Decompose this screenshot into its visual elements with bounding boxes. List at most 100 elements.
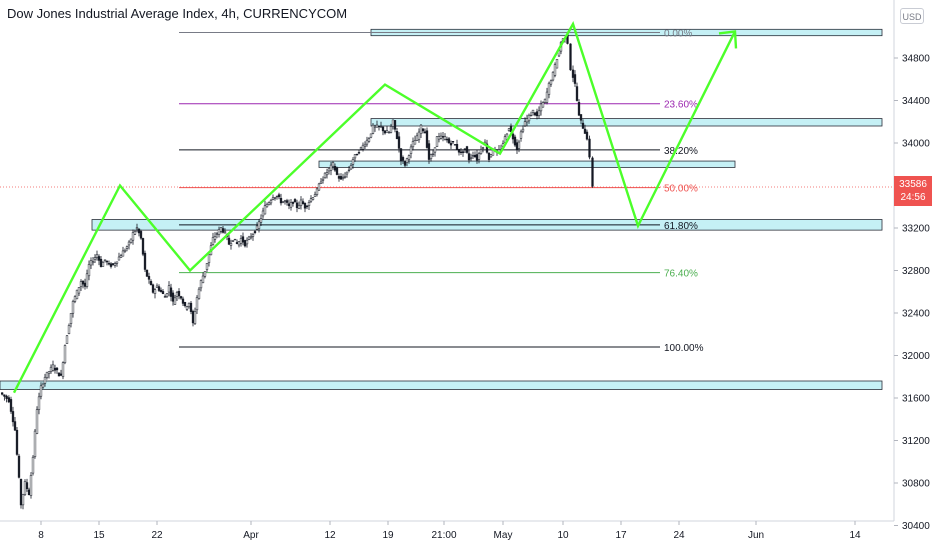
candle-body [461, 151, 465, 153]
price-axis: 3480034400340003360033200328003240032000… [894, 54, 930, 532]
candle-body [441, 136, 445, 138]
fib-level-label: 76.40% [664, 269, 698, 280]
candle-body [583, 128, 587, 134]
candle-body [147, 276, 151, 280]
candle-body [63, 345, 67, 363]
candle-body [125, 246, 129, 249]
candle-body [531, 109, 535, 113]
candle-body [487, 152, 491, 160]
candle-body [459, 151, 463, 153]
candle-body [289, 202, 293, 208]
time-axis: 8 15 22 Apr 12 19 21:00 May 10 17 24 Jun 14 [38, 521, 861, 541]
candle-body [383, 130, 387, 134]
candle-body [37, 396, 41, 410]
candle-body [449, 143, 453, 146]
currency-badge[interactable]: USD [900, 8, 924, 24]
candle-body [121, 250, 125, 257]
candle-body [155, 285, 159, 289]
candle-body [575, 86, 579, 101]
candle-body [511, 133, 515, 140]
sr-zone [318, 160, 736, 168]
candle-body [285, 200, 289, 203]
candle-body [91, 261, 95, 264]
candle-body [401, 157, 405, 161]
candle-body [321, 178, 325, 181]
candle-body [573, 74, 577, 84]
candle-body [425, 130, 429, 148]
candle-body [11, 411, 15, 423]
candle-body [15, 429, 19, 455]
candle-body [555, 59, 559, 69]
x-tick-label: 21:00 [431, 530, 456, 541]
candle-body [515, 142, 519, 150]
candle-body [421, 128, 425, 132]
x-tick-label: 14 [849, 530, 861, 541]
candle-body [513, 136, 517, 146]
candle-body [199, 280, 203, 289]
candle-body [215, 233, 219, 235]
candle-body [153, 289, 157, 294]
candle-body [203, 271, 207, 277]
x-tick-label: 12 [324, 530, 336, 541]
candle-body [519, 131, 523, 139]
candle-body [549, 80, 553, 85]
candle-body [41, 383, 45, 388]
candle-body [405, 158, 409, 163]
fib-level-label: 23.60% [664, 100, 698, 111]
candle-body [217, 229, 221, 235]
candle-body [437, 136, 441, 140]
candle-body [293, 199, 297, 203]
candle-body [145, 269, 149, 277]
candle-body [371, 124, 375, 134]
y-tick-label: 31200 [902, 436, 930, 447]
candle-body [367, 138, 371, 142]
candle-body [223, 231, 227, 234]
candle-body [463, 148, 467, 150]
candle-body [243, 240, 247, 247]
candle-body [479, 149, 483, 154]
candle-body [537, 110, 541, 117]
candle-body [191, 311, 195, 324]
candle-body [267, 202, 271, 205]
candle-body [477, 153, 481, 160]
candle-body [359, 146, 363, 150]
x-tick-label: 19 [382, 530, 394, 541]
candle-body [103, 259, 107, 261]
candle-body [221, 228, 225, 233]
candle-body [237, 241, 241, 246]
candle-body [403, 161, 407, 166]
y-tick-label: 30800 [902, 479, 930, 490]
sr-zone [0, 380, 883, 390]
candle-body [351, 159, 355, 165]
candle-body [399, 148, 403, 162]
candle-body [259, 217, 263, 223]
candle-body [263, 205, 267, 215]
y-tick-label: 32000 [902, 351, 930, 362]
candle-body [183, 302, 187, 307]
x-tick-label: 22 [151, 530, 163, 541]
candle-body [233, 238, 237, 241]
candle-body [427, 143, 431, 160]
candle-body [433, 147, 437, 153]
y-tick-label: 32800 [902, 266, 930, 277]
candle-body [541, 102, 545, 108]
candle-body [469, 157, 473, 159]
x-tick-label: 24 [673, 530, 685, 541]
candle-body [363, 144, 367, 147]
candle-body [0, 392, 4, 395]
candle-body [381, 126, 385, 132]
candle-body [25, 482, 29, 489]
support-resistance-zones [0, 28, 883, 390]
candle-body [269, 199, 273, 204]
candle-body [551, 71, 555, 81]
candle-body [161, 291, 165, 294]
candle-body [205, 263, 209, 270]
candle-body [99, 258, 103, 267]
candle-body [423, 131, 427, 134]
candle-body [581, 122, 585, 129]
candle-body [457, 148, 461, 153]
candle-body [443, 136, 447, 140]
candle-body [247, 236, 251, 240]
x-tick-label: Jun [748, 530, 764, 541]
